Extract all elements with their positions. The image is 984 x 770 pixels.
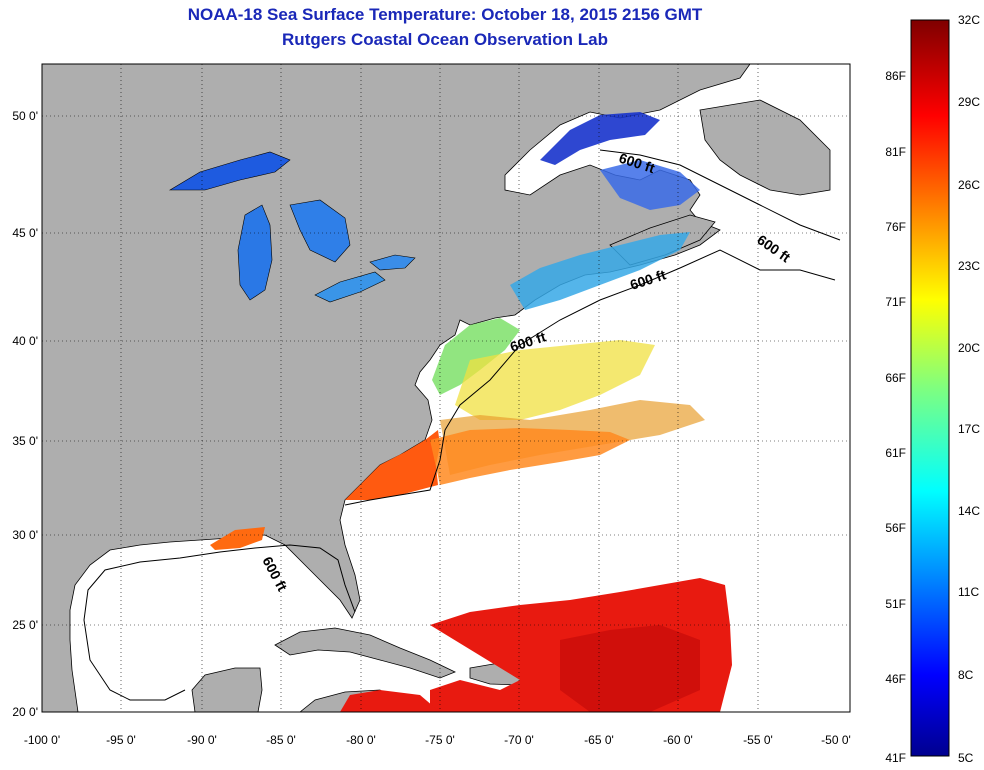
mid-atlantic-shelf-sst	[432, 318, 520, 395]
colorbar-fahrenheit-label: 71F	[885, 295, 906, 309]
colorbar-celsius-label: 5C	[958, 751, 974, 765]
lake-huron	[289, 199, 351, 263]
y-tick-label: 50 0'	[12, 109, 38, 123]
lake-erie	[314, 271, 386, 303]
colorbar-celsius-label: 23C	[958, 259, 980, 273]
newfoundland-land	[699, 99, 831, 196]
graticule	[42, 64, 850, 712]
isobath-600ft-line	[344, 249, 836, 506]
isobath-600ft-gulf	[83, 544, 356, 701]
map-frame	[41, 63, 851, 713]
north-america-land	[42, 64, 751, 712]
isobath-600ft-line-2	[599, 149, 841, 241]
colorbar-celsius-label: 20C	[958, 341, 980, 355]
colorbar-celsius-label: 29C	[958, 95, 980, 109]
map-title: NOAA-18 Sea Surface Temperature: October…	[187, 5, 703, 24]
y-tick-label: 30 0'	[12, 528, 38, 542]
y-tick-label: 25 0'	[12, 618, 38, 632]
x-tick-label: -85 0'	[266, 733, 296, 747]
y-tick-label: 40 0'	[12, 334, 38, 348]
colorbar-gradient	[910, 19, 950, 757]
caribbean-sst-west	[340, 690, 440, 712]
caribbean-sst-hot	[560, 625, 700, 712]
colorbar-fahrenheit-label: 81F	[885, 145, 906, 159]
yucatan-land	[191, 667, 263, 712]
x-tick-label: -90 0'	[187, 733, 217, 747]
colorbar-fahrenheit-label: 76F	[885, 220, 906, 234]
colorbar-celsius-label: 26C	[958, 178, 980, 192]
map-subtitle: Rutgers Coastal Ocean Observation Lab	[282, 30, 608, 49]
colorbar-fahrenheit-label: 56F	[885, 521, 906, 535]
x-tick-label: -60 0'	[663, 733, 693, 747]
colorbar-fahrenheit-label: 61F	[885, 446, 906, 460]
colorbar-fahrenheit-label: 86F	[885, 69, 906, 83]
gulf-of-maine-sst	[510, 232, 690, 310]
colorbar-fahrenheit-label: 51F	[885, 597, 906, 611]
colorbar-celsius-label: 8C	[958, 668, 974, 682]
cuba-land	[274, 627, 456, 679]
colorbar-celsius-label: 17C	[958, 422, 980, 436]
colorbar-fahrenheit-label: 66F	[885, 371, 906, 385]
gulf-stream-scatter-1	[455, 340, 655, 420]
lake-michigan	[237, 204, 273, 301]
y-axis: 50 0' 45 0' 40 0' 35 0' 30 0' 25 0' 20 0…	[12, 109, 38, 719]
colorbar-fahrenheit-label: 46F	[885, 672, 906, 686]
colorbar: 32C 29C 26C 23C 20C 17C 14C 11C 8C 5C 86…	[885, 13, 980, 765]
gulf-st-lawrence-sst	[540, 112, 660, 165]
gulf-of-mexico-sst	[210, 527, 265, 550]
x-tick-label: -55 0'	[743, 733, 773, 747]
colorbar-fahrenheit-label: 41F	[885, 751, 906, 765]
gulf-stream-sst	[345, 430, 440, 500]
x-tick-label: -50 0'	[821, 733, 851, 747]
lake-ontario	[369, 254, 416, 271]
colorbar-celsius-label: 14C	[958, 504, 980, 518]
x-tick-label: -95 0'	[106, 733, 136, 747]
colorbar-celsius-label: 11C	[958, 585, 979, 599]
x-tick-label: -80 0'	[346, 733, 376, 747]
y-tick-label: 20 0'	[12, 705, 38, 719]
x-tick-label: -100 0'	[24, 733, 60, 747]
x-tick-label: -65 0'	[584, 733, 614, 747]
x-tick-label: -70 0'	[504, 733, 534, 747]
gulf-stream-warm-band	[430, 428, 630, 485]
y-tick-label: 45 0'	[12, 226, 38, 240]
x-axis: -100 0' -95 0' -90 0' -85 0' -80 0' -75 …	[24, 733, 851, 747]
y-tick-label: 35 0'	[12, 434, 38, 448]
lake-superior	[168, 151, 291, 191]
gulf-st-lawrence-sst-2	[600, 160, 700, 210]
colorbar-celsius-label: 32C	[958, 13, 980, 27]
x-tick-label: -75 0'	[425, 733, 455, 747]
